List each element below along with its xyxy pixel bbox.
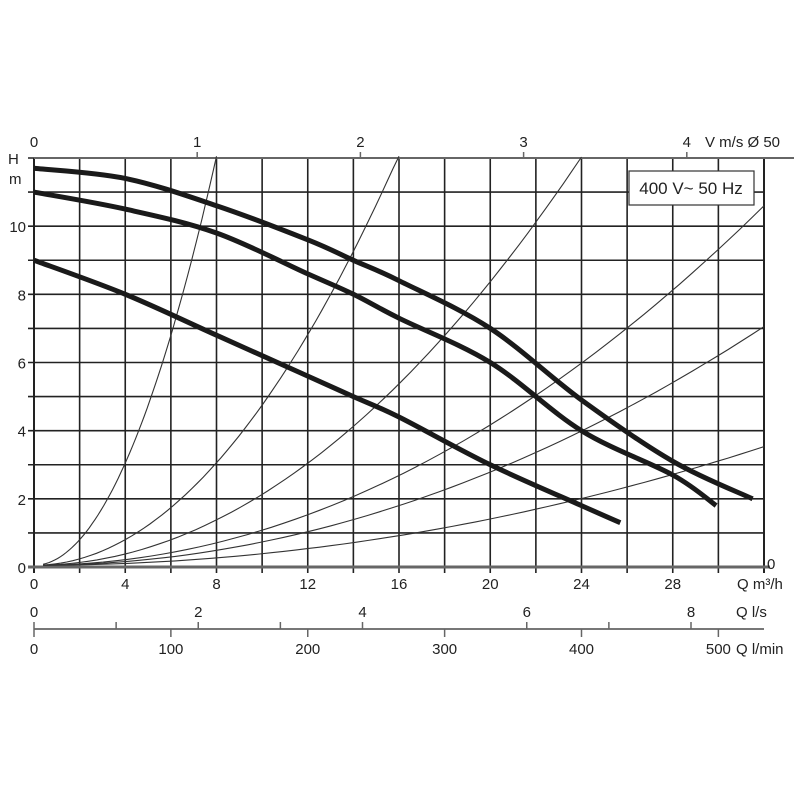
ls-tick-label: 0 [30,604,38,621]
system-curve [43,205,765,566]
ls-axis-label: Q l/s [736,604,767,621]
y-tick-label: 0 [18,560,26,577]
x-tick-label: 4 [121,576,129,593]
y-tick-label: 6 [18,356,26,373]
velocity-tick-label: 1 [193,134,201,151]
pump-curve [33,189,718,508]
y-axis-label: H [8,151,19,168]
lmin-tick-label: 500 [706,641,731,658]
pump-curve [33,257,622,525]
x-tick-label: 24 [573,576,590,593]
x-axis-label: Q m³/h [737,576,783,593]
legend-box [628,170,755,206]
system-curve [43,156,400,566]
ls-tick-label: 8 [687,604,695,621]
velocity-axis-label: V m/s Ø 50 [705,134,780,151]
velocity-tick-label: 3 [519,134,527,151]
y-axis-unit: m [9,171,22,188]
x-tick-label: 8 [212,576,220,593]
lmin-tick-label: 300 [432,641,457,658]
x-tick-label: 20 [482,576,499,593]
x-tick-label: 16 [391,576,408,593]
ls-tick-label: 6 [523,604,531,621]
velocity-tick-label: 2 [356,134,364,151]
lmin-tick-label: 400 [569,641,594,658]
system-curve [43,446,765,566]
lmin-axis-label: Q l/min [736,641,784,658]
right-zero-label: 0 [767,556,775,573]
y-tick-label: 8 [18,287,26,304]
system-curves [42,156,765,566]
pump-curve [33,165,754,502]
lmin-tick-label: 100 [158,641,183,658]
ls-tick-label: 4 [358,604,366,621]
system-curve [43,326,765,566]
y-tick-label: 10 [9,219,26,236]
lmin-tick-label: 0 [30,641,38,658]
system-curve [42,156,218,565]
velocity-tick-label: 0 [30,134,38,151]
x-tick-label: 28 [664,576,681,593]
legend-annotation: 400 V~ 50 Hz [628,170,755,206]
lmin-tick-label: 200 [295,641,320,658]
system-curve [43,156,582,566]
grid [28,157,794,573]
ls-tick-label: 2 [194,604,202,621]
pump-curves [33,165,754,525]
x-tick-label: 12 [299,576,316,593]
x-tick-label: 0 [30,576,38,593]
y-tick-label: 4 [18,424,26,441]
legend-text: 400 V~ 50 Hz [639,179,743,198]
y-tick-label: 2 [18,492,26,509]
velocity-tick-label: 4 [683,134,691,151]
